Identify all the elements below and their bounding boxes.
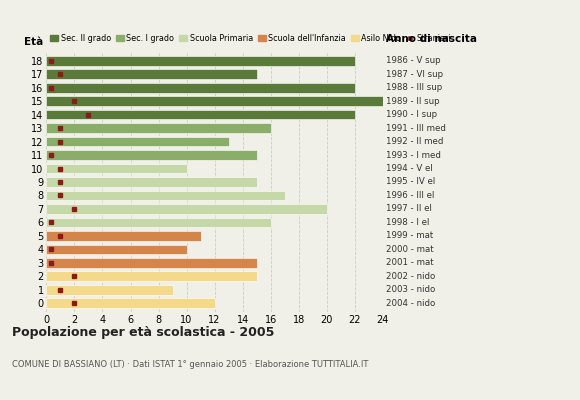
Bar — [46, 110, 355, 120]
Text: 1986 - V sup: 1986 - V sup — [386, 56, 440, 65]
Bar — [46, 191, 285, 200]
Bar — [46, 56, 355, 66]
Text: 1988 - III sup: 1988 - III sup — [386, 83, 442, 92]
Bar — [46, 258, 256, 268]
Bar — [46, 164, 187, 173]
Bar — [46, 150, 256, 160]
Text: 1987 - VI sup: 1987 - VI sup — [386, 70, 443, 79]
Text: 1999 - mat: 1999 - mat — [386, 231, 433, 240]
Bar — [46, 204, 327, 214]
Text: Anno di nascita: Anno di nascita — [386, 34, 477, 44]
Text: 1991 - III med: 1991 - III med — [386, 124, 445, 133]
Bar — [46, 83, 355, 92]
Text: 1997 - II el: 1997 - II el — [386, 204, 432, 214]
Text: Popolazione per età scolastica - 2005: Popolazione per età scolastica - 2005 — [12, 326, 274, 339]
Bar — [46, 231, 201, 241]
Text: 1993 - I med: 1993 - I med — [386, 150, 441, 160]
Bar — [46, 298, 215, 308]
Text: 2000 - mat: 2000 - mat — [386, 245, 433, 254]
Bar — [46, 137, 229, 146]
Text: 2002 - nido: 2002 - nido — [386, 272, 435, 281]
Bar — [46, 177, 256, 187]
Text: 2001 - mat: 2001 - mat — [386, 258, 433, 267]
Text: COMUNE DI BASSIANO (LT) · Dati ISTAT 1° gennaio 2005 · Elaborazione TUTTITALIA.I: COMUNE DI BASSIANO (LT) · Dati ISTAT 1° … — [12, 360, 368, 369]
Text: 1994 - V el: 1994 - V el — [386, 164, 433, 173]
Text: 1995 - IV el: 1995 - IV el — [386, 178, 435, 186]
Bar — [46, 69, 256, 79]
Text: 2004 - nido: 2004 - nido — [386, 299, 435, 308]
Bar — [46, 218, 271, 227]
Bar — [46, 96, 383, 106]
Bar — [46, 285, 173, 295]
Bar — [46, 123, 271, 133]
Text: Età: Età — [24, 37, 43, 47]
Text: 1989 - II sup: 1989 - II sup — [386, 97, 439, 106]
Bar — [46, 244, 187, 254]
Bar — [46, 272, 256, 281]
Text: 2003 - nido: 2003 - nido — [386, 285, 435, 294]
Text: 1998 - I el: 1998 - I el — [386, 218, 429, 227]
Text: 1992 - II med: 1992 - II med — [386, 137, 443, 146]
Legend: Sec. II grado, Sec. I grado, Scuola Primaria, Scuola dell'Infanzia, Asilo Nido, : Sec. II grado, Sec. I grado, Scuola Prim… — [50, 34, 451, 43]
Text: 1990 - I sup: 1990 - I sup — [386, 110, 437, 119]
Text: 1996 - III el: 1996 - III el — [386, 191, 434, 200]
